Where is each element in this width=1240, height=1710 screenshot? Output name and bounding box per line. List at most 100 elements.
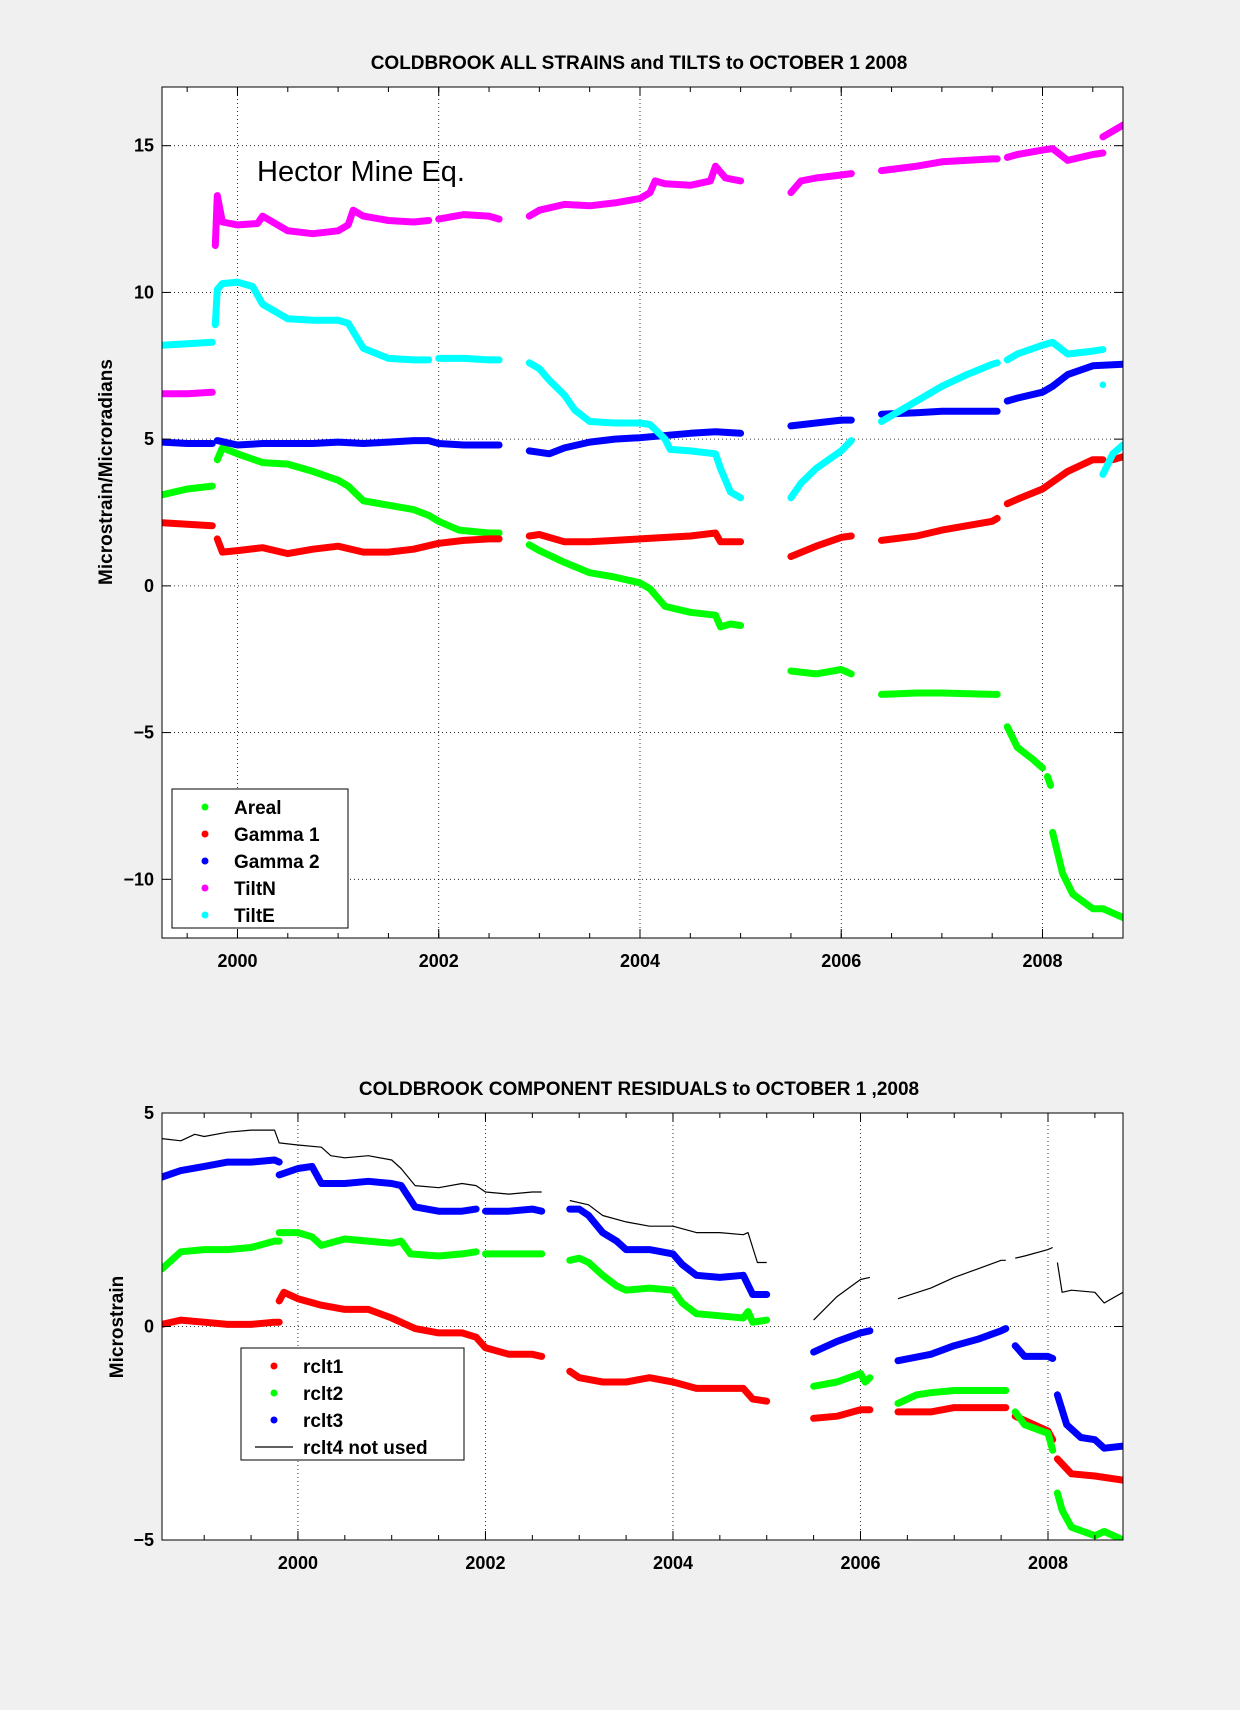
series-tilte-trace: [435, 354, 503, 364]
series-tilte-trace: [162, 338, 216, 349]
legend-marker-rclt1: [270, 1362, 278, 1370]
series-tiltn-trace: [878, 155, 1001, 175]
series-gamma-2-trace: [878, 407, 1001, 418]
legend-label-gamma-1: Gamma 1: [234, 825, 320, 846]
series-tiltn-trace: [525, 162, 745, 220]
legend-marker-tilte: [201, 911, 209, 919]
y-tick-label: 15: [134, 136, 154, 156]
series-rclt2-trace: [162, 1237, 283, 1273]
legend-label-rclt3: rclt3: [303, 1411, 343, 1432]
series-tilte-trace: [878, 359, 1001, 425]
series-rclt2-trace: [275, 1229, 480, 1260]
series-gamma-1-trace: [525, 529, 745, 546]
y-tick-label: 10: [134, 282, 154, 302]
series-gamma-2-trace: [162, 438, 216, 447]
legend-label-rclt1: rclt1: [303, 1357, 344, 1378]
series-gamma-1-trace: [162, 519, 216, 530]
series-gamma-2-trace: [1003, 360, 1123, 405]
x-tick-label: 2008: [1028, 1553, 1068, 1573]
series-rclt4-not-used-line: [1015, 1246, 1053, 1259]
legend-label-rclt2: rclt2: [303, 1384, 343, 1405]
component-residuals-chart: 2000 2002 2004 2006 2008 −5 0 5 COLDBROOK COMPO…: [107, 1079, 1124, 1573]
plot-border: [161, 86, 1124, 939]
x-tick-label: 2006: [821, 951, 861, 971]
series-rclt1-trace: [894, 1404, 1010, 1416]
series-gamma-1-trace: [878, 514, 1001, 544]
series-rclt4-not-used-line: [813, 1276, 871, 1321]
series-gamma-2-trace: [213, 437, 503, 449]
x-tick-label: 2000: [278, 1553, 318, 1573]
legend: Areal Gamma 1 Gamma 2 TiltN TiltE: [171, 788, 349, 929]
series-tilte-trace: [525, 359, 745, 502]
series-areal-trace: [1044, 773, 1054, 789]
legend-label-gamma-2: Gamma 2: [234, 852, 320, 873]
series-rclt3-trace: [482, 1205, 546, 1215]
series-tilte-trace: [787, 437, 855, 502]
series-tilte-trace: [211, 278, 433, 364]
y-tick-label: −10: [123, 869, 154, 889]
legend-box: [171, 788, 349, 929]
legend-label-tiltn: TiltN: [234, 879, 276, 900]
series-rclt3-trace: [275, 1162, 480, 1215]
hector-mine-annotation: Hector Mine Eq.: [257, 156, 465, 188]
series-tiltn-trace: [1099, 121, 1123, 141]
strains-tilts-chart: 2000 2002 2004 2006 2008 −10 −5 0 5 10 15 COLDBROO…: [96, 53, 1124, 971]
data-layer: [162, 121, 1123, 921]
legend: rclt1 rclt2 rclt3 rclt4 not used: [240, 1347, 465, 1461]
series-rclt3-trace: [894, 1325, 1010, 1365]
series-tiltn-trace: [1003, 145, 1107, 164]
series-rclt4-not-used-line: [569, 1199, 767, 1264]
series-gamma-2-trace: [525, 428, 745, 458]
y-tick-label: 5: [144, 1103, 154, 1123]
series-areal-trace: [525, 541, 745, 631]
legend-marker-tiltn: [201, 884, 209, 892]
axis-ticks: 2000 2002 2004 2006 2008 −10 −5 0 5 10 15: [123, 87, 1123, 971]
y-tick-label: 0: [144, 1317, 154, 1337]
series-rclt1-trace: [1053, 1455, 1123, 1484]
series-rclt3-trace: [1053, 1391, 1123, 1452]
series-rclt4-not-used-line: [162, 1129, 542, 1195]
legend-marker-gamma-2: [201, 857, 209, 865]
axis-ticks: 2000 2002 2004 2006 2008 −5 0 5: [133, 1103, 1123, 1573]
series-rclt3-trace: [810, 1327, 874, 1356]
series-rclt3-trace: [1011, 1342, 1057, 1362]
data-layer: [162, 1129, 1123, 1540]
legend-marker-rclt2: [270, 1389, 278, 1397]
series-areal-trace: [162, 482, 216, 499]
series-areal-trace: [787, 666, 855, 678]
y-tick-label: 5: [144, 429, 154, 449]
x-tick-label: 2006: [840, 1553, 880, 1573]
series-areal-trace: [1003, 723, 1046, 772]
series-rclt1-trace: [275, 1288, 546, 1360]
series-gamma-1-trace: [213, 535, 503, 558]
x-tick-label: 2004: [620, 951, 660, 971]
legend-label-tilte: TiltE: [234, 906, 275, 927]
series-tiltn-trace: [787, 170, 855, 197]
series-gamma-2-trace: [787, 416, 855, 430]
legend-box: [240, 1347, 465, 1461]
series-gamma-1-trace: [1003, 456, 1107, 508]
chart-title: COLDBROOK COMPONENT RESIDUALS to OCTOBER…: [359, 1079, 919, 1100]
series-areal-trace: [213, 444, 503, 537]
series-rclt1-trace: [810, 1406, 874, 1422]
legend-marker-rclt3: [270, 1416, 278, 1424]
series-gamma-1-trace: [1109, 453, 1123, 464]
series-tiltn-trace: [211, 192, 433, 249]
legend-label-areal: Areal: [234, 798, 282, 819]
series-rclt1-trace: [566, 1367, 771, 1405]
x-tick-label: 2000: [217, 951, 257, 971]
chart-title: COLDBROOK ALL STRAINS and TILTS to OCTOB…: [371, 53, 908, 74]
series-tiltn-trace: [435, 211, 503, 223]
series-tilte-point: [1099, 381, 1107, 389]
legend-marker-gamma-1: [201, 830, 209, 838]
x-tick-label: 2002: [465, 1553, 505, 1573]
y-axis-label: Microstrain: [107, 1276, 128, 1378]
series-rclt2-trace: [810, 1370, 874, 1390]
series-rclt2-trace: [1011, 1408, 1057, 1454]
series-areal-trace: [1049, 828, 1123, 921]
series-rclt2-trace: [1053, 1489, 1123, 1540]
x-tick-label: 2002: [419, 951, 459, 971]
x-tick-label: 2008: [1022, 951, 1062, 971]
series-rclt4-not-used-line: [1056, 1262, 1123, 1304]
